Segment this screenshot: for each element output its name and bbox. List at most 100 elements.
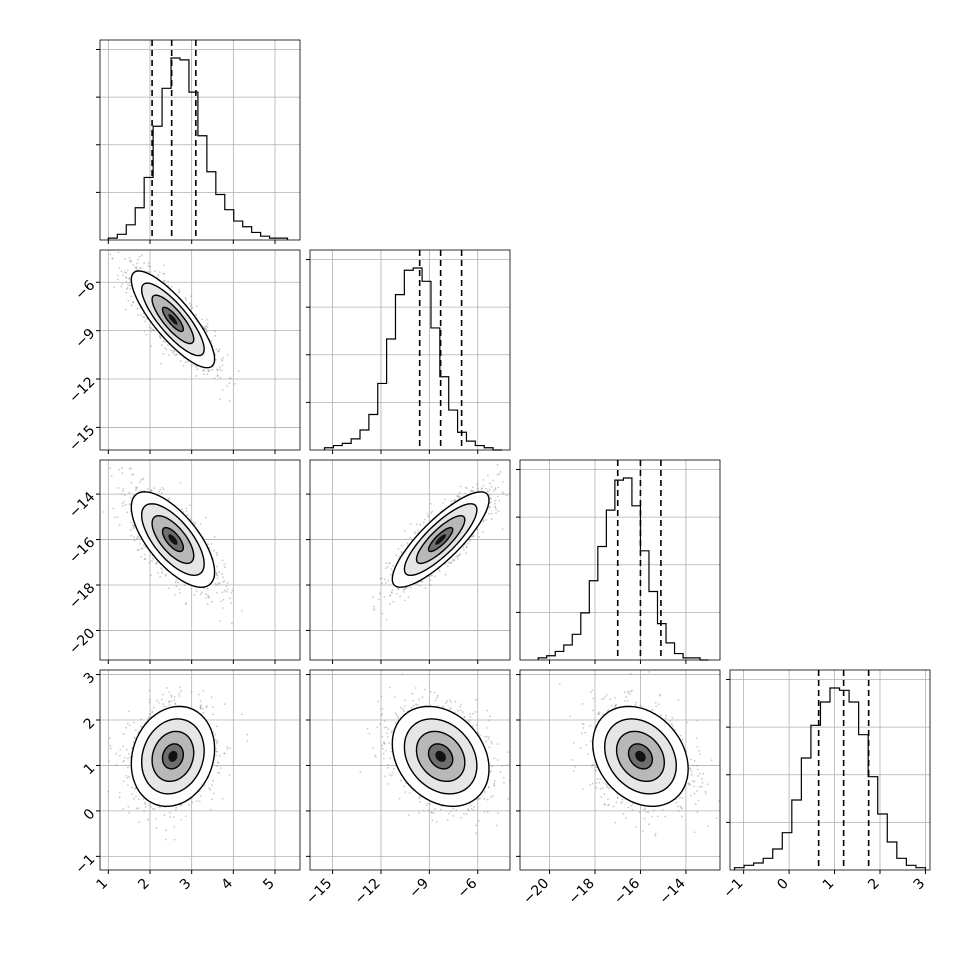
scatter-point xyxy=(457,558,459,560)
scatter-point xyxy=(130,261,132,263)
scatter-point xyxy=(135,729,137,731)
scatter-point xyxy=(477,489,479,491)
x-axis-0-2 xyxy=(108,660,275,664)
scatter-point xyxy=(211,369,213,371)
scatter-point xyxy=(133,264,135,266)
scatter-point xyxy=(397,548,399,550)
scatter-point xyxy=(223,563,225,565)
histogram-panel-0 xyxy=(96,40,300,240)
scatter-point xyxy=(167,344,169,346)
scatter-point xyxy=(138,549,140,551)
scatter-point xyxy=(121,493,123,495)
scatter-point xyxy=(127,766,129,768)
scatter-point xyxy=(230,602,232,604)
scatter-point xyxy=(119,792,121,794)
scatter-point xyxy=(463,549,465,551)
scatter-point xyxy=(218,582,220,584)
scatter-point xyxy=(439,570,441,572)
scatter-point xyxy=(491,518,493,520)
scatter-point xyxy=(392,589,394,591)
scatter-point xyxy=(118,469,120,471)
scatter-point xyxy=(410,523,412,525)
scatter-point xyxy=(137,308,139,310)
scatter-point xyxy=(381,613,383,615)
scatter-point xyxy=(229,377,231,379)
scatter-point xyxy=(219,620,221,622)
scatter-point xyxy=(121,472,123,474)
scatter-point xyxy=(179,687,181,689)
y-axis-2-2 xyxy=(306,494,310,630)
scatter-point xyxy=(206,588,208,590)
scatter-point xyxy=(129,503,131,505)
scatter-point xyxy=(373,609,375,611)
scatter-point xyxy=(135,489,137,491)
scatter-point xyxy=(210,543,212,545)
scatter-point xyxy=(128,282,130,284)
scatter-point xyxy=(205,597,207,599)
scatter-point xyxy=(128,812,130,814)
scatter-point xyxy=(164,347,166,349)
scatter-point xyxy=(163,353,165,355)
scatter-point xyxy=(410,587,412,589)
scatter-point xyxy=(205,517,207,519)
scatter-point xyxy=(460,485,462,487)
scatter-point xyxy=(234,383,236,385)
scatter-point xyxy=(211,601,213,603)
x-axis-1-1 xyxy=(333,450,478,454)
scatter-point xyxy=(143,545,145,547)
panel-background xyxy=(520,460,720,660)
scatter-point xyxy=(385,567,387,569)
scatter-point xyxy=(219,368,221,370)
scatter-point xyxy=(180,819,182,821)
scatter-point xyxy=(181,509,183,511)
scatter-point xyxy=(473,536,475,538)
scatter-point xyxy=(126,281,128,283)
scatter-point xyxy=(201,591,203,593)
scatter-point xyxy=(490,498,492,500)
scatter-point xyxy=(173,353,175,355)
scatter-point xyxy=(229,400,231,402)
scatter-point xyxy=(124,494,126,496)
scatter-point xyxy=(142,316,144,318)
y-tick-label: −20 xyxy=(66,626,98,658)
scatter-point xyxy=(494,506,496,508)
scatter-point xyxy=(161,487,163,489)
scatter-point xyxy=(219,399,221,401)
scatter-point xyxy=(214,330,216,332)
scatter-point xyxy=(151,560,153,562)
x-tick-label: −1 xyxy=(721,876,747,902)
scatter-point xyxy=(221,360,223,362)
scatter-point xyxy=(153,487,155,489)
scatter-point xyxy=(136,487,138,489)
scatter-point xyxy=(144,320,146,322)
scatter-point xyxy=(111,257,113,259)
scatter-point xyxy=(414,531,416,533)
scatter-point xyxy=(229,597,231,599)
scatter-point xyxy=(191,304,193,306)
panel-background xyxy=(100,40,300,240)
scatter-point xyxy=(429,579,431,581)
scatter-point xyxy=(409,537,411,539)
scatter-point xyxy=(179,291,181,293)
scatter-point xyxy=(428,576,430,578)
scatter-point xyxy=(401,545,403,547)
scatter-point xyxy=(483,519,485,521)
scatter-point xyxy=(151,489,153,491)
scatter-point xyxy=(492,480,494,482)
scatter-point xyxy=(137,259,139,261)
scatter-point xyxy=(160,567,162,569)
scatter-point xyxy=(238,370,240,372)
scatter-point xyxy=(117,516,119,518)
scatter-point xyxy=(143,262,145,264)
scatter-point xyxy=(483,479,485,481)
scatter-point xyxy=(491,513,493,515)
scatter-point xyxy=(161,572,163,574)
scatter-point xyxy=(206,319,208,321)
scatter-point xyxy=(180,482,182,484)
scatter-point xyxy=(139,543,141,545)
x-tick-label: 3 xyxy=(911,876,929,894)
scatter-point xyxy=(136,537,138,539)
scatter-point xyxy=(442,502,444,504)
scatter-point xyxy=(94,242,96,244)
